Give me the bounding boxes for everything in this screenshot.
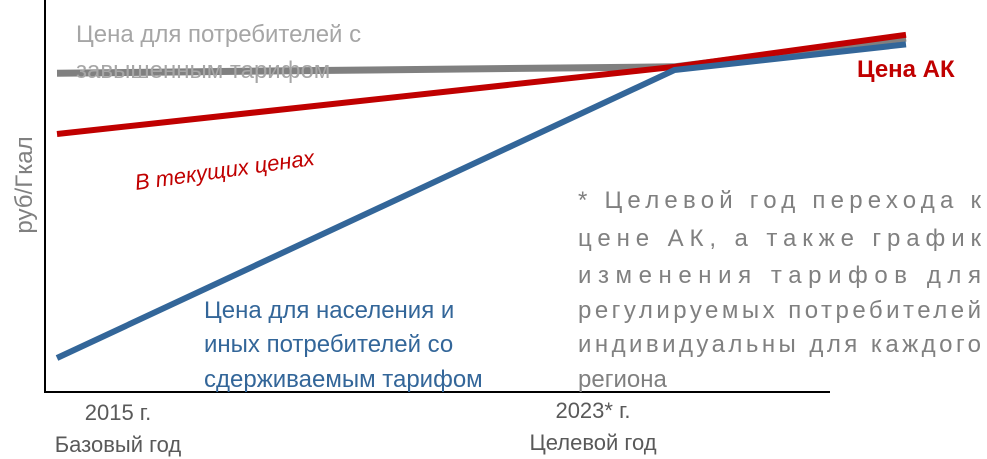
footnote-line: региона <box>578 366 667 393</box>
footnote-line: индивидуальны для каждого <box>578 331 981 358</box>
footnote: * Целевой год перехода к цене АК, а такж… <box>578 187 982 393</box>
footnote-line: цене АК, а также график <box>578 225 982 252</box>
series-label-elevated-line-1: Цена для потребителей с <box>76 21 361 48</box>
series-label-ak: Цена АК <box>857 56 955 83</box>
series-label-elevated: Цена для потребителей с завышенным тариф… <box>76 21 368 84</box>
x-tick-year: 2023* г. <box>555 398 630 423</box>
series-label-restrained-line-2: иных потребителей со <box>204 331 453 358</box>
y-axis-label: руб/Гкал <box>11 136 38 233</box>
series-label-restrained-line-1: Цена для населения и <box>204 297 454 324</box>
series-label-elevated-line-2: завышенным тарифом <box>76 57 330 84</box>
series-line-current <box>56 31 907 137</box>
footnote-line: регулируемых потребителей <box>578 297 981 324</box>
series-line-restrained <box>55 41 907 361</box>
series-label-restrained: Цена для населения и иных потребителей с… <box>204 297 483 393</box>
series-label-current: В текущих ценах <box>133 145 317 195</box>
x-tick-caption: Целевой год <box>529 430 656 455</box>
x-tick-caption: Базовый год <box>55 432 182 457</box>
footnote-line: изменения тарифов для <box>578 262 981 289</box>
series-label-restrained-line-3: сдерживаемым тарифом <box>204 366 483 393</box>
footnote-line: * Целевой год перехода к <box>578 187 982 214</box>
x-tick-year: 2015 г. <box>85 400 152 425</box>
